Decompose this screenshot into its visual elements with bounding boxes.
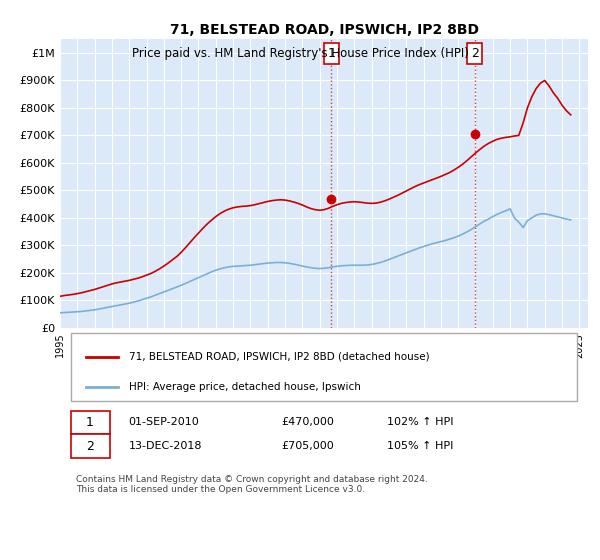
Text: 105% ↑ HPI: 105% ↑ HPI: [388, 441, 454, 451]
Text: £705,000: £705,000: [282, 441, 335, 451]
Text: 2: 2: [470, 47, 479, 60]
Text: Contains HM Land Registry data © Crown copyright and database right 2024.
This d: Contains HM Land Registry data © Crown c…: [76, 475, 428, 494]
FancyBboxPatch shape: [71, 434, 110, 458]
Text: 13-DEC-2018: 13-DEC-2018: [128, 441, 202, 451]
Text: 102% ↑ HPI: 102% ↑ HPI: [388, 417, 454, 427]
FancyBboxPatch shape: [71, 333, 577, 402]
Text: 01-SEP-2010: 01-SEP-2010: [128, 417, 199, 427]
Text: 1: 1: [86, 416, 94, 429]
Text: £470,000: £470,000: [282, 417, 335, 427]
Text: HPI: Average price, detached house, Ipswich: HPI: Average price, detached house, Ipsw…: [128, 382, 361, 392]
Title: 71, BELSTEAD ROAD, IPSWICH, IP2 8BD: 71, BELSTEAD ROAD, IPSWICH, IP2 8BD: [170, 22, 479, 36]
FancyBboxPatch shape: [71, 410, 110, 434]
Text: 1: 1: [328, 47, 335, 60]
Text: Price paid vs. HM Land Registry's House Price Index (HPI): Price paid vs. HM Land Registry's House …: [131, 46, 469, 60]
Text: 2: 2: [86, 440, 94, 452]
Text: 71, BELSTEAD ROAD, IPSWICH, IP2 8BD (detached house): 71, BELSTEAD ROAD, IPSWICH, IP2 8BD (det…: [128, 352, 429, 362]
